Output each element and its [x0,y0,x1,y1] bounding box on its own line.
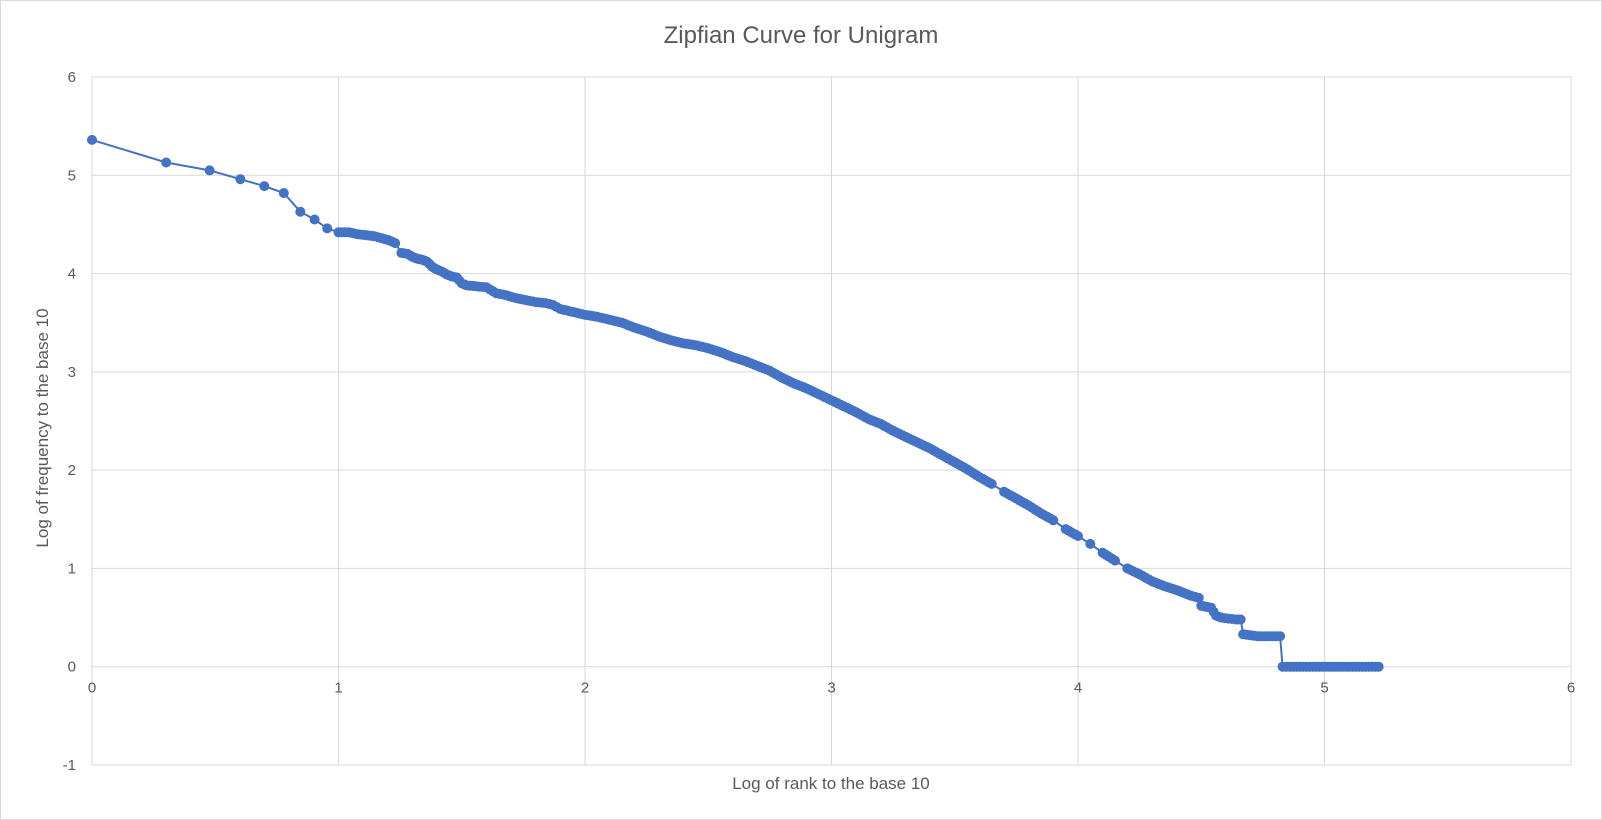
data-series [87,134,1384,672]
data-point [295,206,306,217]
data-point [87,134,97,145]
data-point [1241,629,1252,640]
y-axis-title: Log of frequency to the base 10 [33,308,52,547]
x-tick-label: 1 [334,680,342,697]
data-point [1106,553,1117,564]
data-point [161,157,172,168]
data-point [1233,614,1244,625]
data-point [1045,513,1056,524]
data-point [204,165,215,176]
y-tick-label: 4 [68,266,76,283]
tick-labels: -1 0 1 2 3 4 5 6 0 1 2 3 4 5 6 [63,69,1576,774]
chart-title: Zipfian Curve for Unigram [664,22,939,49]
grid [91,76,1572,766]
data-point [259,181,270,192]
data-point [1190,591,1201,602]
data-point [322,223,333,234]
data-point [1219,613,1230,624]
data-point [1256,631,1267,642]
data-point [1264,631,1274,642]
x-tick-label: 5 [1320,680,1328,697]
x-tick-label: 4 [1074,680,1082,697]
data-point [1249,630,1260,641]
y-tick-label: 5 [68,167,76,184]
data-point [278,188,289,198]
x-axis-title: Log of rank to the base 10 [732,774,930,793]
y-tick-label: 2 [68,462,76,479]
data-point [1271,631,1282,642]
data-point [1069,529,1080,540]
data-point [1085,538,1096,549]
series-line [91,138,1379,668]
y-tick-label: 6 [68,69,76,86]
x-tick-label: 6 [1567,680,1575,697]
x-tick-label: 3 [827,680,835,697]
data-point [1370,661,1381,672]
y-tick-label: 0 [68,659,76,676]
data-point [309,214,320,225]
data-point [387,236,397,247]
data-point [983,477,994,488]
data-point [235,174,246,185]
y-tick-label: 3 [68,364,76,381]
y-tick-label: 1 [68,560,76,577]
data-point [1281,661,1292,672]
x-tick-label: 0 [88,680,96,697]
y-tick-label: -1 [63,757,76,774]
x-tick-label: 2 [581,680,589,697]
